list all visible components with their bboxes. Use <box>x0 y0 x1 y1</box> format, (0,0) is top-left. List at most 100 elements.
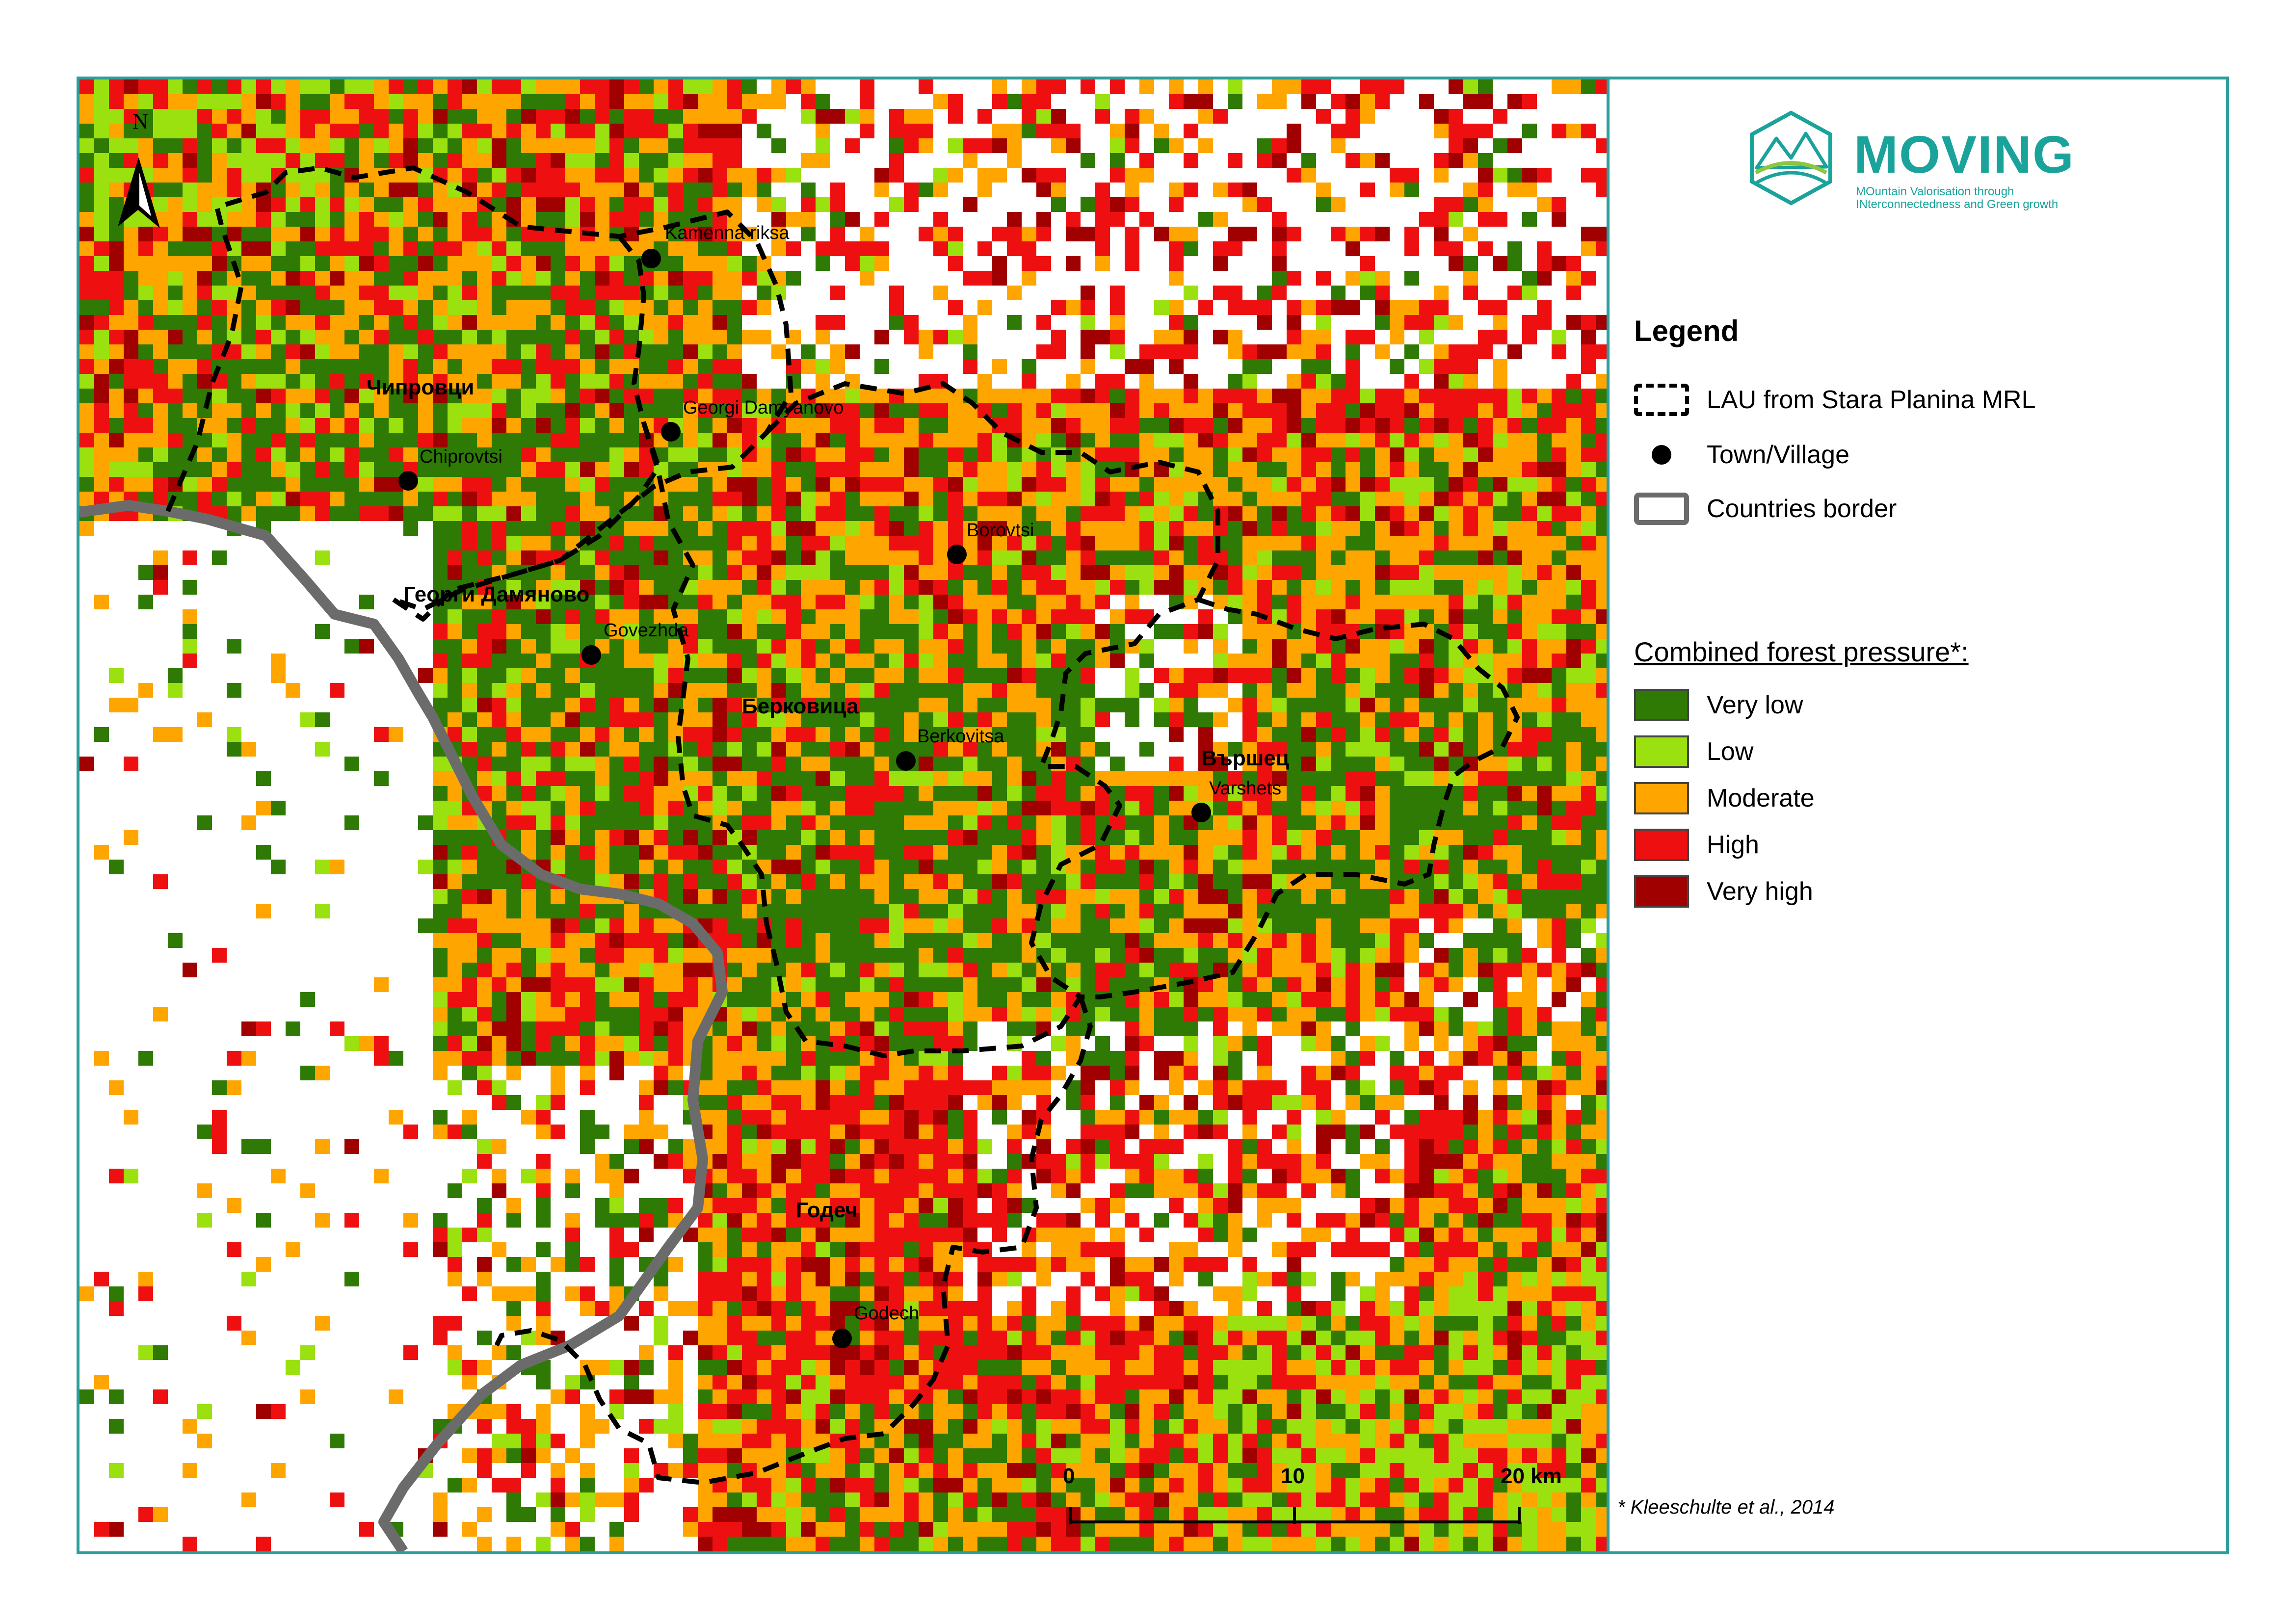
pressure-cell <box>477 933 492 948</box>
pressure-cell <box>1522 712 1537 727</box>
pressure-cell <box>1566 389 1581 403</box>
pressure-cell <box>860 977 874 992</box>
pressure-cell <box>771 889 786 904</box>
pressure-cell <box>536 624 551 639</box>
pressure-cell <box>1184 565 1198 580</box>
pressure-cell <box>1316 477 1331 492</box>
pressure-cell <box>286 241 300 256</box>
pressure-cell <box>1036 477 1051 492</box>
pressure-cell <box>1066 536 1081 550</box>
pressure-cell <box>1507 830 1522 845</box>
pressure-cell <box>477 212 492 227</box>
pressure-cell <box>977 477 992 492</box>
pressure-cell <box>1184 933 1198 948</box>
pressure-cell <box>536 918 551 933</box>
pressure-cell <box>1198 757 1213 771</box>
pressure-cell <box>1125 801 1139 815</box>
pressure-cell <box>477 624 492 639</box>
pressure-cell <box>344 300 359 315</box>
pressure-cell <box>1184 963 1198 977</box>
pressure-cell <box>860 580 874 595</box>
pressure-cell <box>1404 698 1419 712</box>
pressure-cell <box>889 639 904 654</box>
pressure-cell <box>256 315 271 330</box>
pressure-cell <box>801 933 816 948</box>
pressure-cell <box>344 286 359 300</box>
pressure-cell <box>1022 271 1036 286</box>
pressure-cell <box>977 595 992 609</box>
pressure-cell <box>462 977 477 992</box>
pressure-cell <box>315 183 330 197</box>
pressure-cell <box>1463 712 1478 727</box>
pressure-cell <box>801 654 816 668</box>
pressure-cell <box>977 933 992 948</box>
pressure-cell <box>477 698 492 712</box>
pressure-cell <box>713 904 727 918</box>
pressure-cell <box>1434 874 1449 889</box>
pressure-cell <box>1507 963 1522 977</box>
pressure-cell <box>727 183 742 197</box>
pressure-cell <box>595 109 609 124</box>
pressure-cell <box>433 359 448 374</box>
pressure-cell <box>1537 403 1552 418</box>
pressure-cell <box>1404 344 1419 359</box>
pressure-cell <box>624 212 639 227</box>
pressure-cell <box>845 845 860 860</box>
pressure-cell <box>1522 462 1537 477</box>
pressure-cell <box>1419 595 1434 609</box>
pressure-cell <box>94 477 109 492</box>
pressure-cell <box>1154 845 1169 860</box>
pressure-cell <box>654 624 668 639</box>
pressure-cell <box>168 212 183 227</box>
pressure-cell <box>889 138 904 153</box>
pressure-cell <box>1375 933 1390 948</box>
pressure-cell <box>1478 771 1493 786</box>
pressure-cell <box>1390 330 1404 344</box>
pressure-cell <box>1081 315 1095 330</box>
pressure-cell <box>963 786 977 801</box>
pressure-cell <box>315 712 330 727</box>
pressure-cell <box>462 138 477 153</box>
pressure-cell <box>1272 757 1287 771</box>
pressure-cell <box>1316 492 1331 506</box>
pressure-cell <box>1552 683 1566 698</box>
pressure-cell <box>1596 801 1607 815</box>
pressure-cell <box>197 712 212 727</box>
pressure-cell <box>801 904 816 918</box>
pressure-cell <box>654 374 668 389</box>
pressure-cell <box>933 933 948 948</box>
pressure-cell <box>1581 963 1596 977</box>
pressure-cell <box>816 462 830 477</box>
pressure-cell <box>1552 786 1566 801</box>
pressure-cell <box>418 344 433 359</box>
pressure-cell <box>786 874 801 889</box>
pressure-cell <box>992 138 1007 153</box>
pressure-cell <box>1051 477 1066 492</box>
pressure-cell <box>1507 492 1522 506</box>
pressure-cell <box>1331 506 1346 521</box>
pressure-cell <box>1360 639 1375 654</box>
pressure-cell <box>1566 256 1581 271</box>
pressure-cell <box>830 462 845 477</box>
pressure-cell <box>580 94 595 109</box>
pressure-cell <box>609 403 624 418</box>
pressure-cell <box>227 742 241 757</box>
pressure-cell <box>1110 874 1125 889</box>
pressure-cell <box>1419 330 1434 344</box>
pressure-cell <box>580 580 595 595</box>
pressure-cell <box>668 565 683 580</box>
pressure-cell <box>948 403 963 418</box>
pressure-cell <box>654 403 668 418</box>
pressure-cell <box>168 256 183 271</box>
pressure-cell <box>816 447 830 462</box>
pressure-cell <box>1596 757 1607 771</box>
pressure-cell <box>713 830 727 845</box>
pressure-cell <box>609 948 624 963</box>
pressure-cell <box>1537 477 1552 492</box>
pressure-cell <box>977 977 992 992</box>
pressure-cell <box>668 683 683 698</box>
pressure-cell <box>1331 300 1346 315</box>
pressure-cell <box>1507 771 1522 786</box>
pressure-cell <box>1051 79 1066 94</box>
pressure-cell <box>1066 624 1081 639</box>
